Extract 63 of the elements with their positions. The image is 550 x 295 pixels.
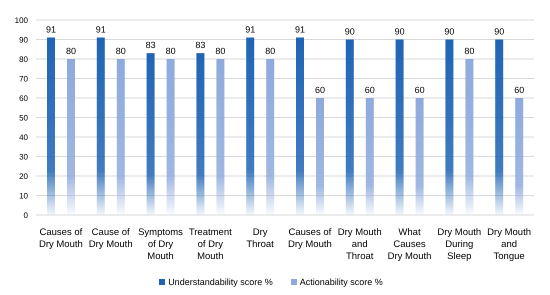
x-tick-label: Symptoms of Dry Mouth — [138, 227, 184, 262]
data-label: 80 — [66, 46, 76, 56]
bar — [196, 53, 204, 215]
x-tick-label: What Causes Dry Mouth — [388, 227, 432, 262]
y-tick-label: 80 — [19, 54, 29, 64]
legend-label: Actionability score % — [300, 277, 383, 287]
data-label: 60 — [314, 85, 326, 95]
data-label: 80 — [265, 46, 276, 56]
x-tick-label: Dry Throat — [246, 227, 274, 250]
y-tick-label: 30 — [19, 152, 29, 162]
bar — [67, 59, 75, 215]
bar — [465, 59, 474, 215]
data-label: 60 — [364, 85, 375, 95]
data-label: 91 — [96, 24, 106, 35]
bar — [346, 40, 354, 215]
bar — [416, 98, 424, 215]
bar — [316, 98, 324, 215]
data-label: 90 — [394, 26, 405, 36]
bar — [366, 98, 374, 215]
bar — [266, 59, 274, 215]
bar — [166, 59, 175, 215]
y-tick-label: 60 — [19, 94, 29, 103]
y-tick-label: 10 — [19, 191, 29, 200]
data-label: 90 — [344, 26, 355, 36]
x-tick-label: Causes of Dry Mouth — [38, 227, 83, 250]
bar — [47, 38, 55, 215]
x-tick-label: Dry Mouth and Throat — [338, 227, 382, 262]
data-label: 60 — [414, 85, 425, 95]
bar — [96, 38, 105, 215]
x-tick-label: Dry Mouth and Tongue — [487, 227, 532, 262]
y-tick-label: 100 — [14, 16, 29, 25]
bar — [515, 98, 524, 215]
y-tick-label: 40 — [19, 132, 29, 142]
bar — [396, 40, 404, 215]
data-label: 80 — [166, 46, 176, 56]
y-tick-label: 20 — [19, 172, 29, 181]
x-tick-label: Causes of Dry Mouth — [288, 227, 332, 250]
data-label: 83 — [146, 40, 156, 50]
data-label: 83 — [195, 40, 206, 50]
x-tick-label: Cause of Dry Mouth — [88, 227, 133, 250]
data-label: 60 — [514, 85, 524, 95]
bar — [445, 40, 454, 215]
x-tick-label: Dry Mouth During Sleep — [437, 227, 482, 262]
data-label: 80 — [215, 46, 226, 56]
x-tick-label: Treatment of Dry Mouth — [188, 227, 232, 262]
y-tick-label: 70 — [19, 74, 29, 84]
legend-label: Understandability score % — [168, 277, 273, 287]
bar — [246, 38, 254, 215]
data-label: 90 — [444, 26, 454, 36]
data-label: 91 — [294, 24, 306, 35]
bar — [296, 38, 304, 215]
y-tick-label: 50 — [19, 113, 29, 122]
data-label: 91 — [245, 24, 256, 35]
data-label: 90 — [494, 26, 504, 36]
data-label: 80 — [464, 46, 474, 56]
bar — [116, 59, 125, 215]
bar — [495, 40, 504, 215]
data-label: 80 — [116, 46, 126, 56]
data-label: 91 — [46, 24, 56, 35]
bar — [216, 59, 224, 215]
y-tick-label: 90 — [19, 35, 29, 44]
bar — [146, 53, 155, 215]
y-tick-label: 0 — [24, 210, 29, 220]
